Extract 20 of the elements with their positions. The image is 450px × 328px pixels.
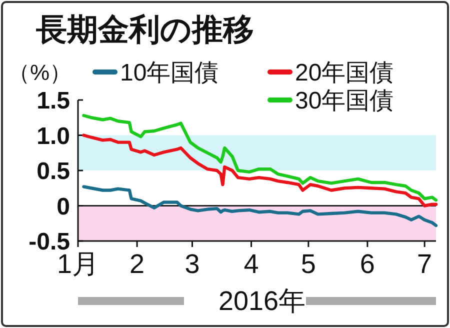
y-tick-label: 0.5 <box>36 158 70 186</box>
y-tick-label: 1.0 <box>36 122 70 150</box>
y-tick-label: 0 <box>56 193 70 220</box>
x-tick-label: 3 <box>184 249 200 279</box>
chart-title: 長期金利の推移 <box>35 12 254 47</box>
y-axis-title: （%） <box>8 60 72 85</box>
x-axis-title: 2016年 <box>218 286 306 316</box>
legend-label: 20年国債 <box>295 60 394 87</box>
legend-label: 30年国債 <box>295 88 394 115</box>
x-tick-label: 6 <box>360 249 375 279</box>
legend-label: 10年国債 <box>120 60 219 87</box>
x-tick-label: 4 <box>244 249 259 279</box>
line-series <box>82 134 438 208</box>
y-tick-label: 1.5 <box>36 88 70 115</box>
x-tick-label: 7 <box>417 249 432 279</box>
x-tick-label: 5 <box>300 249 316 279</box>
x-tick-label: 2 <box>130 249 145 279</box>
x-tick-label: 1月 <box>56 249 100 279</box>
line-series <box>82 185 438 228</box>
line-series <box>82 114 438 202</box>
